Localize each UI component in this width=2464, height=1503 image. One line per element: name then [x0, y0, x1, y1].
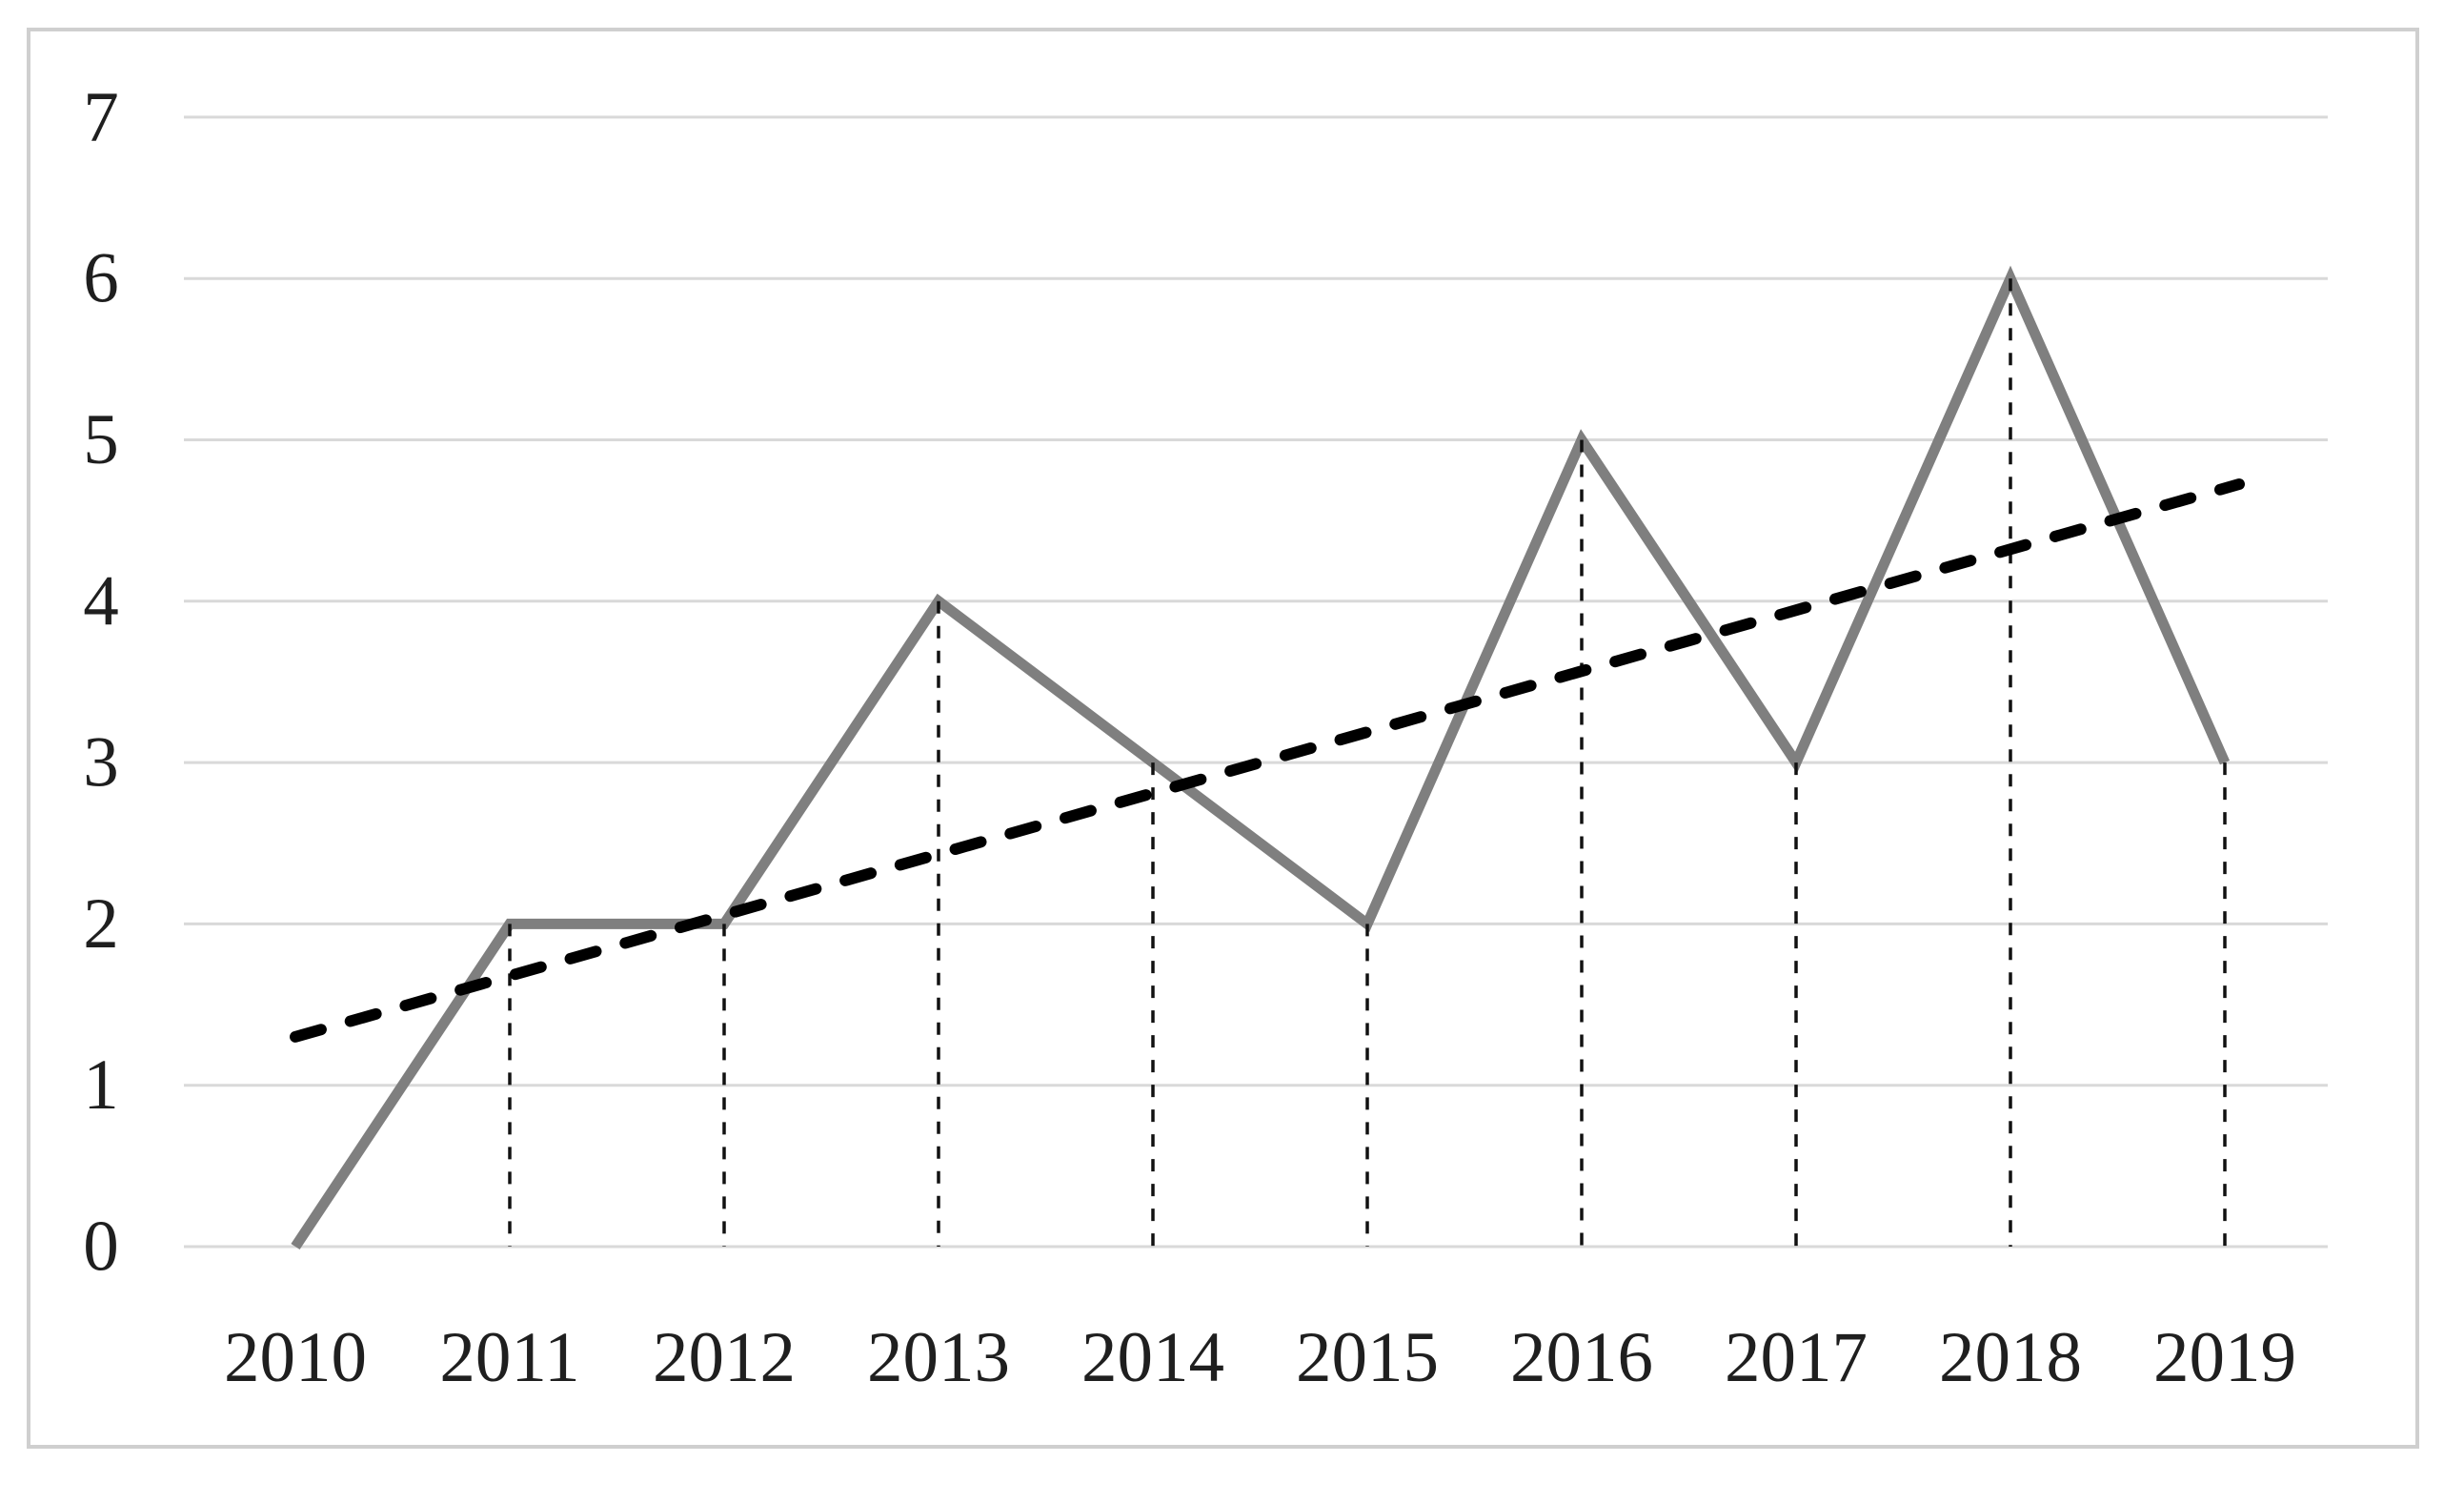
chart-frame-border	[27, 28, 2419, 1449]
y-tick-label: 7	[83, 77, 119, 156]
x-tick-label: 2010	[224, 1318, 367, 1397]
x-tick-label: 2012	[653, 1318, 796, 1397]
trend-layer	[290, 478, 2245, 1043]
y-tick-label: 6	[83, 239, 119, 318]
x-axis-tick-labels: 2010 2011 2012 2013 2014 2015 2016 2017 2018 2019	[224, 1318, 2296, 1397]
observed-data-line	[291, 265, 2231, 1250]
y-tick-label: 1	[83, 1046, 119, 1125]
x-tick-label: 2019	[2153, 1318, 2296, 1397]
series-lines	[291, 265, 2231, 1250]
trend-line	[290, 478, 2245, 1043]
x-tick-label: 2013	[867, 1318, 1010, 1397]
x-tick-label: 2016	[1510, 1318, 1653, 1397]
x-tick-label: 2018	[1939, 1318, 2082, 1397]
y-tick-label: 4	[83, 561, 119, 640]
x-tick-label: 2017	[1725, 1318, 1868, 1397]
x-tick-label: 2015	[1296, 1318, 1439, 1397]
y-tick-label: 0	[83, 1208, 119, 1287]
y-tick-label: 3	[83, 723, 119, 802]
x-tick-label: 2011	[439, 1318, 579, 1397]
y-tick-label: 5	[83, 400, 119, 479]
x-tick-label: 2014	[1081, 1318, 1224, 1397]
y-axis-tick-labels: 0 1 2 3 4 5 6 7	[83, 77, 119, 1286]
drop-lines	[508, 278, 2227, 1247]
y-tick-label: 2	[83, 884, 119, 964]
